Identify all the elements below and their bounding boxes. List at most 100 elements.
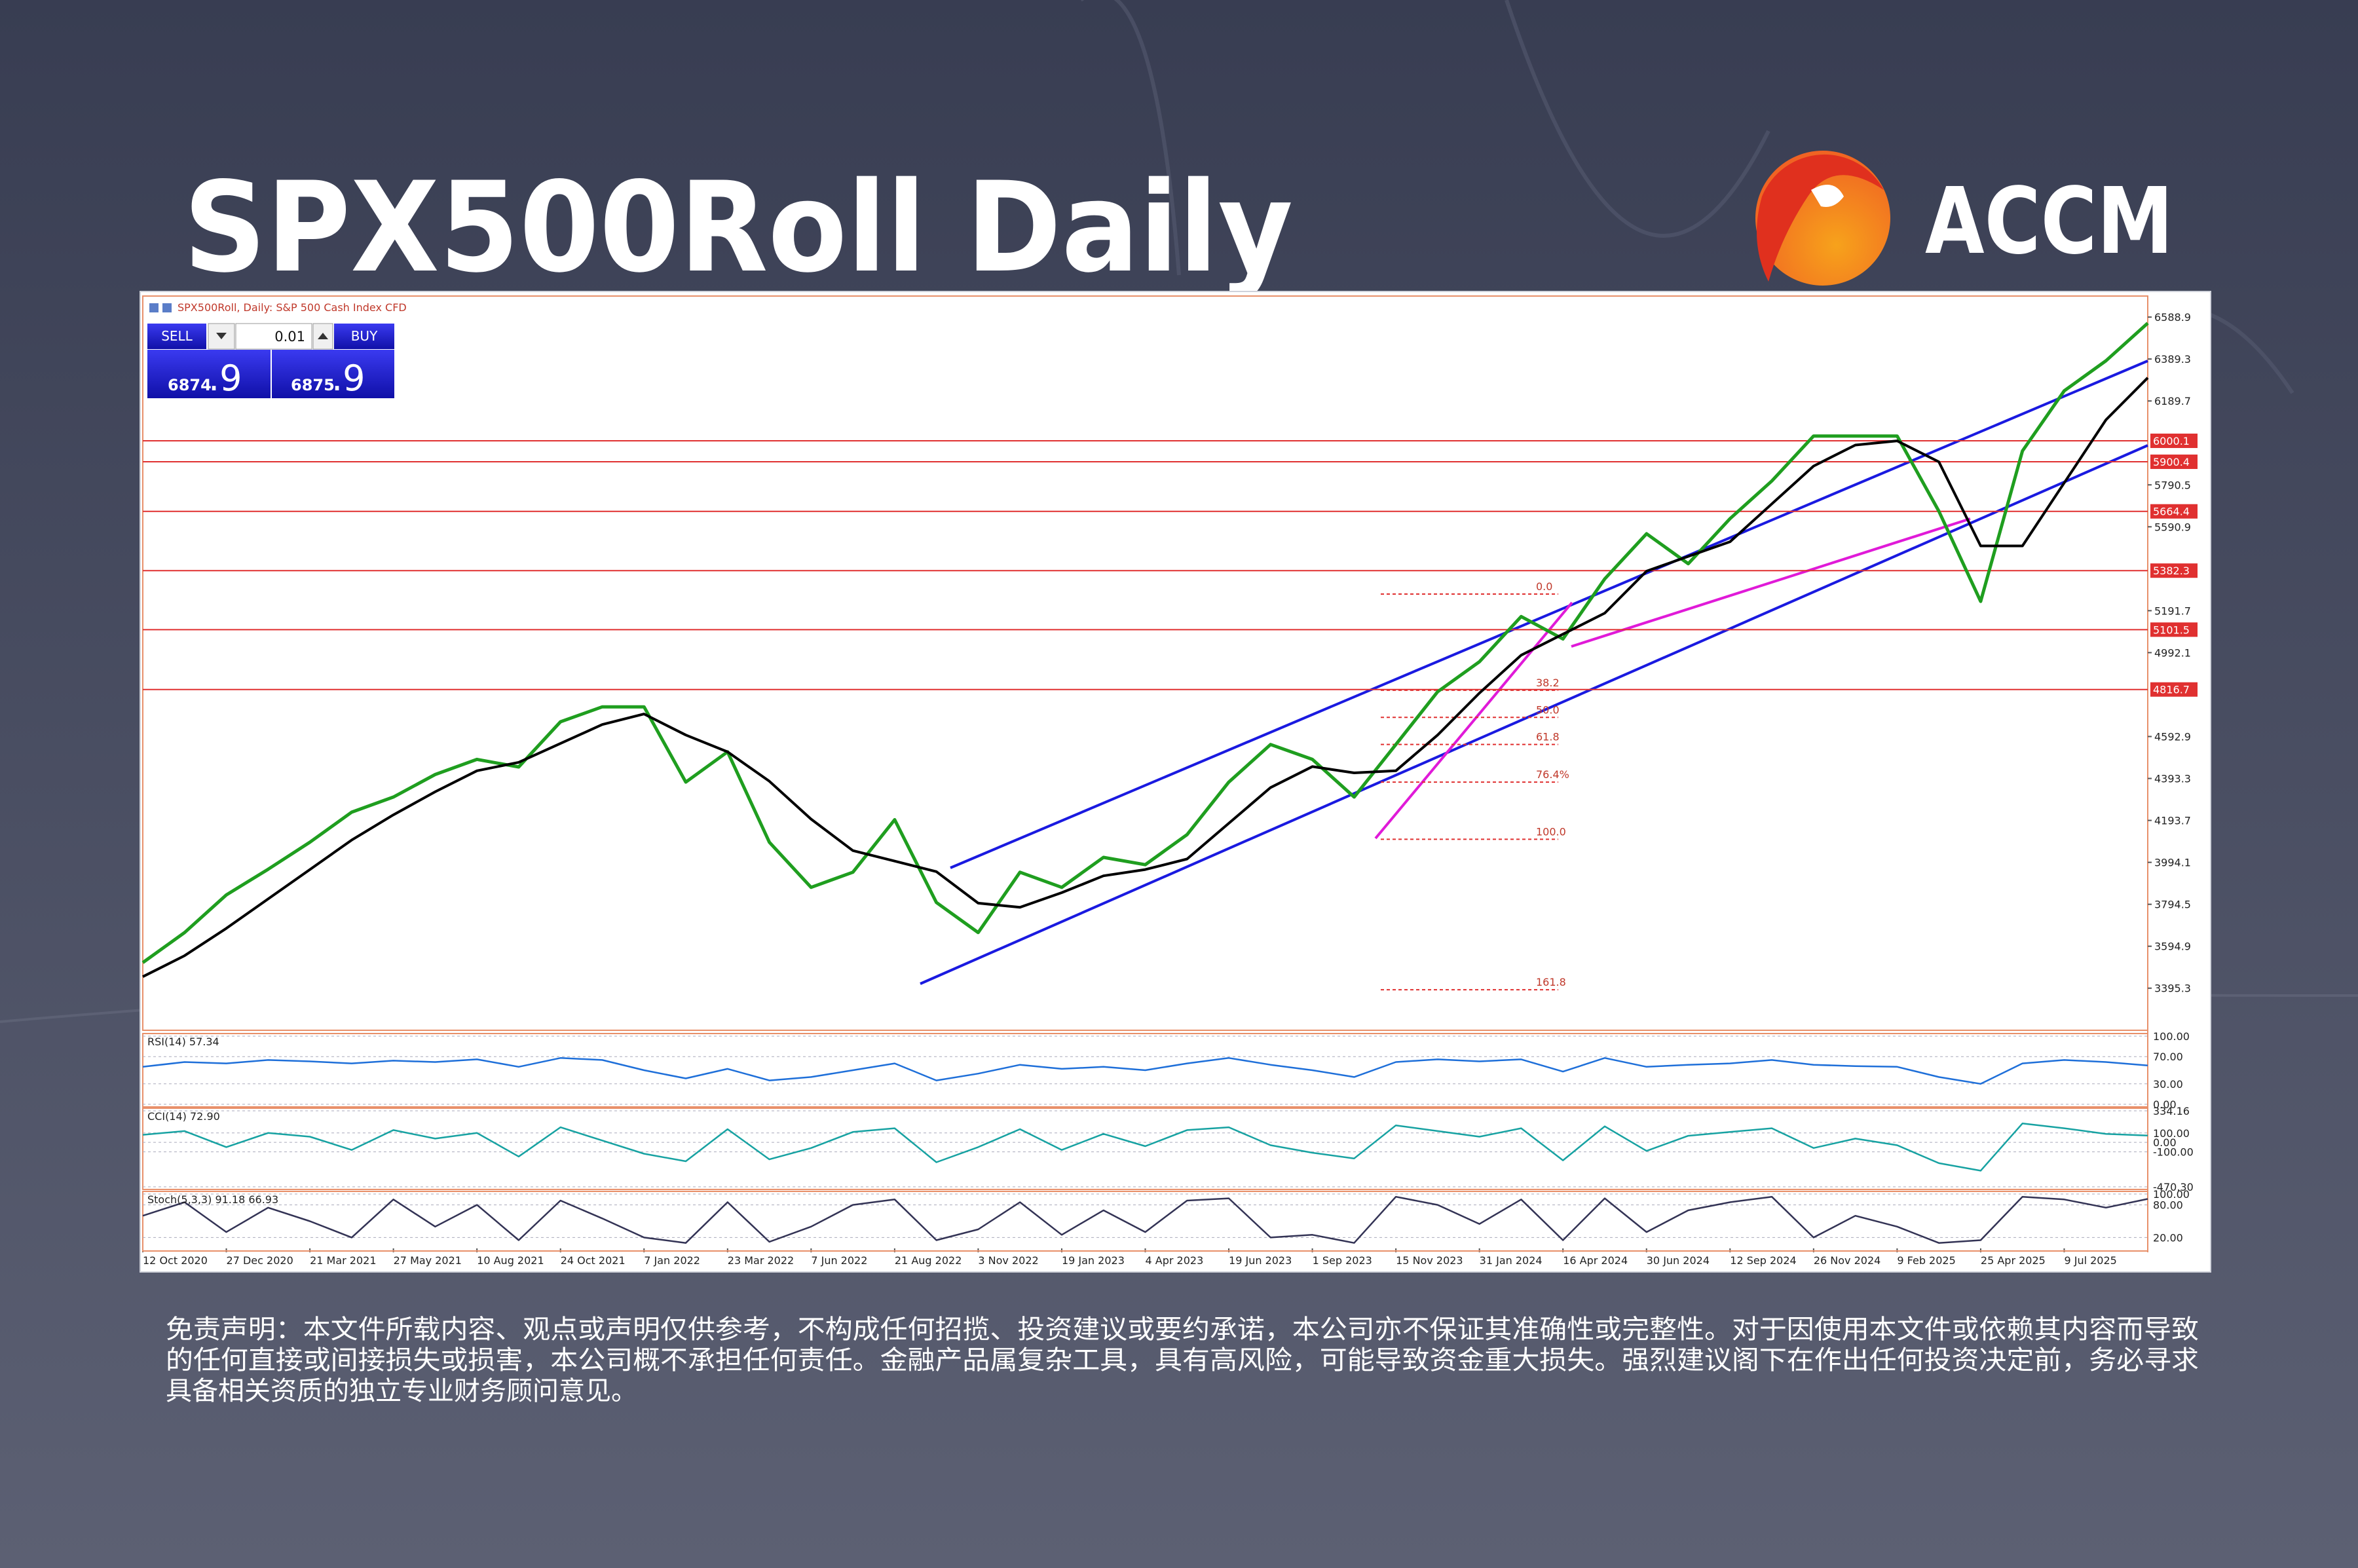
x-tick-label: 1 Sep 2023 — [1313, 1254, 1372, 1267]
y-tick-label: 4992.1 — [2154, 646, 2191, 659]
lot-input[interactable] — [235, 323, 312, 350]
indicator-tick-label: 334.16 — [2153, 1105, 2190, 1117]
indicator-line — [142, 1195, 2148, 1244]
x-tick-label: 21 Aug 2022 — [895, 1254, 962, 1267]
disclaimer-line: 免责声明：本文件所载内容、观点或声明仅供参考，不构成任何招揽、投资建议或要约承诺… — [166, 1315, 2199, 1345]
fib-label: 100.0 — [1536, 825, 1566, 838]
fib-label: 50.0 — [1536, 703, 1560, 716]
arrow-down — [216, 333, 227, 339]
plot-layer: 3395.3 3594.9 3794.5 3994.1 4193.7 4393.3 4592… — [141, 311, 2198, 1267]
level-tag — [2150, 455, 2198, 470]
symbol-label: SPX500Roll, Daily: S&P 500 Cash Index CF… — [178, 301, 407, 314]
indicator-tick-label: 20.00 — [2153, 1231, 2183, 1244]
level-tag — [2150, 682, 2198, 697]
indicator-line — [142, 1123, 2148, 1172]
indicator-tick-label: 100.00 — [2153, 1188, 2190, 1201]
logo-swirl — [1757, 154, 1884, 282]
x-tick-label: 7 Jun 2022 — [811, 1254, 867, 1267]
level-label: 4816.7 — [2153, 684, 2190, 696]
fib-label: 76.4% — [1536, 768, 1569, 781]
icon — [162, 303, 172, 312]
buy-label: BUY — [351, 328, 378, 344]
channel-upper — [950, 360, 2148, 869]
bid-box[interactable] — [147, 350, 271, 398]
x-tick-label: 23 Mar 2022 — [728, 1254, 794, 1267]
y-tick-label: 6389.3 — [2154, 353, 2191, 365]
x-tick-label: 19 Jun 2023 — [1229, 1254, 1292, 1267]
arrow-up — [318, 333, 328, 339]
x-tick-label: 27 May 2021 — [394, 1254, 462, 1267]
lot-value: 0.01 — [274, 329, 305, 345]
x-tick-label: 16 Apr 2024 — [1563, 1254, 1628, 1267]
indicator-tick-label: -470.30 — [2153, 1181, 2194, 1193]
x-tick-label: 19 Jan 2023 — [1062, 1254, 1125, 1267]
icon — [149, 303, 159, 312]
indicator-label: RSI(14) 57.34 — [147, 1036, 219, 1048]
level-tag — [2150, 622, 2198, 637]
logo-eye — [1811, 185, 1844, 207]
channel-lower — [920, 444, 2148, 985]
x-tick-label: 30 Jun 2024 — [1647, 1254, 1710, 1267]
y-tick-label: 6189.7 — [2154, 395, 2191, 407]
bid-fraction: .9 — [208, 358, 242, 399]
ask-box[interactable] — [272, 350, 394, 398]
fib-label: 38.2 — [1536, 677, 1560, 689]
indicator-frame — [142, 1191, 2148, 1252]
x-tick-label: 10 Aug 2021 — [477, 1254, 544, 1267]
indicator-frame — [142, 1108, 2148, 1190]
x-tick-label: 12 Oct 2020 — [143, 1254, 208, 1267]
sell-label: SELL — [161, 328, 193, 344]
y-tick-label: 4592.9 — [2154, 731, 2191, 743]
indicator-tick-label: 0.00 — [2153, 1136, 2177, 1149]
price-line — [141, 322, 2149, 964]
indicator-label: Stoch(5,3,3) 91.18 66.93 — [147, 1193, 278, 1206]
price-line — [142, 377, 2149, 978]
level-tag — [2150, 504, 2198, 519]
y-tick-label: 4193.7 — [2154, 815, 2191, 827]
level-tag — [2150, 563, 2198, 578]
trend-magenta — [1374, 601, 1573, 840]
y-tick-label: 3994.1 — [2154, 857, 2191, 869]
x-tick-label: 12 Sep 2024 — [1730, 1254, 1796, 1267]
buy-button[interactable] — [334, 324, 394, 349]
indicator-line — [142, 1057, 2148, 1085]
x-tick-label: 24 Oct 2021 — [561, 1254, 626, 1267]
level-label: 5900.4 — [2153, 456, 2190, 468]
x-tick-label: 9 Jul 2025 — [2064, 1254, 2116, 1267]
indicator-tick-label: -100.00 — [2153, 1146, 2194, 1159]
y-tick-label: 5790.5 — [2154, 479, 2191, 491]
trade-panel: SELL 0.01 BUY 6874 .9 6875 .9 — [147, 323, 394, 399]
y-tick-label: 5191.7 — [2154, 605, 2191, 617]
level-label: 5101.5 — [2153, 624, 2190, 636]
x-tick-label: 9 Feb 2025 — [1897, 1254, 1955, 1267]
bid-price: 6874 — [168, 376, 212, 394]
disclaimer-line: 的任何直接或间接损失或损害，本公司概不承担任何责任。金融产品属复杂工具，具有高风… — [166, 1345, 2199, 1375]
indicator-tick-label: 80.00 — [2153, 1199, 2183, 1212]
x-tick-label: 26 Nov 2024 — [1814, 1254, 1881, 1267]
indicator-label: CCI(14) 72.90 — [147, 1110, 220, 1123]
brand-logo: ACCM — [1755, 151, 2173, 286]
level-label: 5664.4 — [2153, 506, 2190, 518]
y-tick-label: 3794.5 — [2154, 899, 2191, 911]
level-tag — [2150, 434, 2198, 449]
trend-magenta — [1571, 517, 1971, 648]
x-tick-label: 7 Jan 2022 — [644, 1254, 700, 1267]
x-tick-label: 27 Dec 2020 — [227, 1254, 293, 1267]
level-label: 6000.1 — [2153, 435, 2190, 447]
sell-button[interactable] — [147, 324, 206, 349]
y-tick-label: 5590.9 — [2154, 521, 2191, 533]
fib-label: 161.8 — [1536, 976, 1566, 988]
y-tick-label: 4393.3 — [2154, 773, 2191, 785]
fib-label: 61.8 — [1536, 731, 1560, 743]
indicator-tick-label: 70.00 — [2153, 1051, 2183, 1063]
ask-price: 6875 — [291, 376, 335, 394]
indicator-frame — [142, 1033, 2148, 1108]
disclaimer-line: 具备相关资质的独立专业财务顾问意见。 — [166, 1376, 637, 1406]
x-tick-label: 4 Apr 2023 — [1146, 1254, 1204, 1267]
level-label: 5382.3 — [2153, 565, 2190, 577]
y-tick-label: 6588.9 — [2154, 311, 2191, 324]
x-tick-label: 31 Jan 2024 — [1480, 1254, 1543, 1267]
indicator-tick-label: 100.00 — [2153, 1030, 2190, 1043]
